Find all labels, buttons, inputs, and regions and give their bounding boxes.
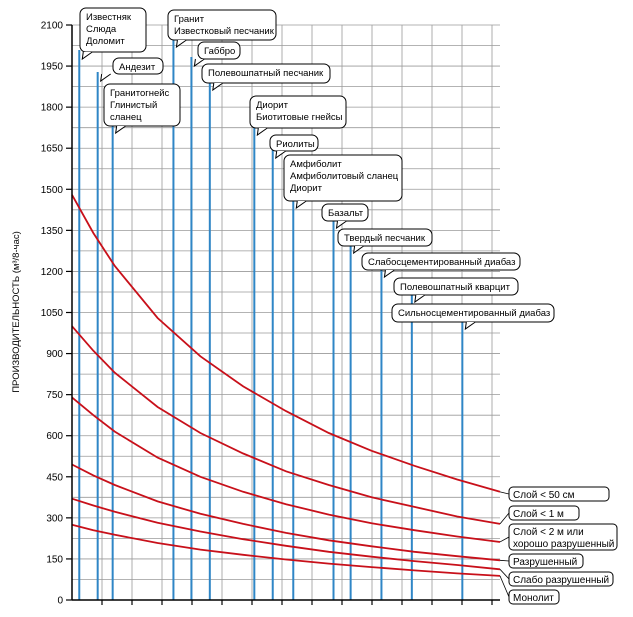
callout-label: Полевошпатный кварцит — [400, 282, 511, 293]
callout-box — [201, 63, 331, 84]
callout-pointer — [383, 269, 395, 279]
legend-label: Слой < 1 м — [513, 509, 564, 520]
callout-label: Диорит — [290, 183, 323, 194]
callout-box — [393, 277, 519, 296]
callout-label: Биотитовые гнейсы — [256, 112, 343, 123]
callout-label: сланец — [110, 112, 142, 123]
callout-pointer — [275, 150, 287, 160]
legend-label: хорошо разрушенный — [513, 539, 614, 550]
y-tick-label: 900 — [46, 349, 63, 360]
callout-label: Диорит — [256, 100, 289, 111]
callout-pointer — [335, 220, 347, 230]
callout-label: Амфиболит — [290, 159, 342, 170]
y-tick-label: 600 — [46, 431, 63, 442]
y-tick-label: 2100 — [41, 21, 64, 32]
series-line — [71, 497, 501, 571]
callout-label: Андезит — [119, 62, 156, 73]
callout-label: Известковый песчаник — [174, 26, 275, 37]
legend-connector — [499, 569, 510, 580]
callout-box — [112, 57, 164, 75]
callout-pointer — [464, 321, 476, 331]
callout-label: Доломит — [86, 36, 125, 47]
callout-pointer — [175, 39, 187, 49]
curve-labels: Слой < 50 см Слой < 1 м Слой < 2 м илихоро… — [499, 486, 618, 605]
y-axis-label: ПРОИЗВОДИТЕЛЬНОСТЬ (м³/8-час) — [11, 231, 22, 393]
callout-label: Слабосцементированный диабаз — [368, 257, 515, 268]
y-tick-label: 1200 — [41, 267, 64, 278]
series-line — [71, 194, 501, 493]
callout-label: Слюда — [86, 24, 117, 35]
y-tick-label: 1350 — [41, 226, 64, 237]
callout-box — [283, 154, 403, 202]
legend-box — [508, 589, 560, 605]
y-tick-label: 450 — [46, 472, 63, 483]
legend-connector — [499, 575, 510, 598]
legend-box — [508, 505, 580, 521]
callout-label: Риолиты — [276, 139, 315, 150]
legend-connector — [499, 559, 510, 562]
y-tick-label: 1050 — [41, 308, 64, 319]
series-line — [71, 523, 501, 577]
callout-pointer — [414, 294, 426, 304]
legend-box — [508, 523, 618, 551]
callout-label: Полевошпатный песчаник — [208, 68, 324, 79]
callout-box — [337, 228, 433, 247]
legend-label: Монолит — [513, 593, 554, 604]
legend-connector — [499, 536, 510, 543]
callout-label: Глинистый — [110, 100, 157, 111]
callout-pointer — [256, 127, 268, 137]
y-tick-label: 750 — [46, 390, 63, 401]
y-ticks: 0 150 300 450 600 750 900 1050 1200 1350 1500 1650 1… — [41, 21, 493, 607]
legend-box — [508, 571, 614, 587]
y-tick-label: 0 — [57, 596, 63, 607]
series-line — [71, 325, 501, 525]
y-tick-label: 150 — [46, 554, 63, 565]
callout-box — [361, 252, 521, 271]
callout-box — [167, 9, 277, 41]
legend-label: Разрушенный — [513, 557, 577, 568]
legend-connector — [499, 491, 510, 495]
productivity-curves — [71, 194, 501, 577]
callout-label: Твердый песчаник — [344, 233, 426, 244]
callout-pointer — [81, 51, 93, 61]
series-line — [71, 396, 501, 543]
callout-pointer — [115, 125, 126, 135]
legend-label: Слой < 2 м или — [513, 527, 584, 538]
callout-label: Амфиболитовый сланец — [290, 171, 399, 182]
y-tick-label: 1650 — [41, 144, 64, 155]
callout-label: Базальт — [328, 208, 364, 219]
callout-label: Габбро — [204, 46, 235, 57]
callout-pointer — [193, 58, 205, 68]
callout-box — [79, 7, 147, 53]
legend-box — [508, 486, 610, 502]
callout-label: Гранит — [174, 14, 205, 25]
callout-label: Сильносцементированный диабаз — [398, 308, 550, 319]
callout-pointer — [212, 82, 224, 92]
y-tick-label: 1950 — [41, 62, 64, 73]
series-line — [71, 463, 501, 562]
legend-label: Слой < 50 см — [513, 490, 575, 501]
legend-label: Слабо разрушенный — [513, 574, 609, 586]
y-tick-label: 1500 — [41, 185, 64, 196]
y-tick-label: 1800 — [41, 103, 64, 114]
callout-pointer — [352, 245, 364, 255]
callout-pointer — [100, 73, 111, 83]
legend-box — [508, 553, 584, 569]
y-tick-label: 300 — [46, 513, 63, 524]
legend-connector — [499, 512, 510, 525]
callout-label: Гранитогнейс — [110, 88, 170, 99]
callout-box — [197, 41, 241, 60]
callout-box — [269, 134, 319, 152]
callout-box — [103, 83, 181, 127]
callout-pointer — [295, 200, 307, 210]
callout-box — [249, 95, 347, 129]
callout-label: Известняк — [86, 12, 132, 23]
